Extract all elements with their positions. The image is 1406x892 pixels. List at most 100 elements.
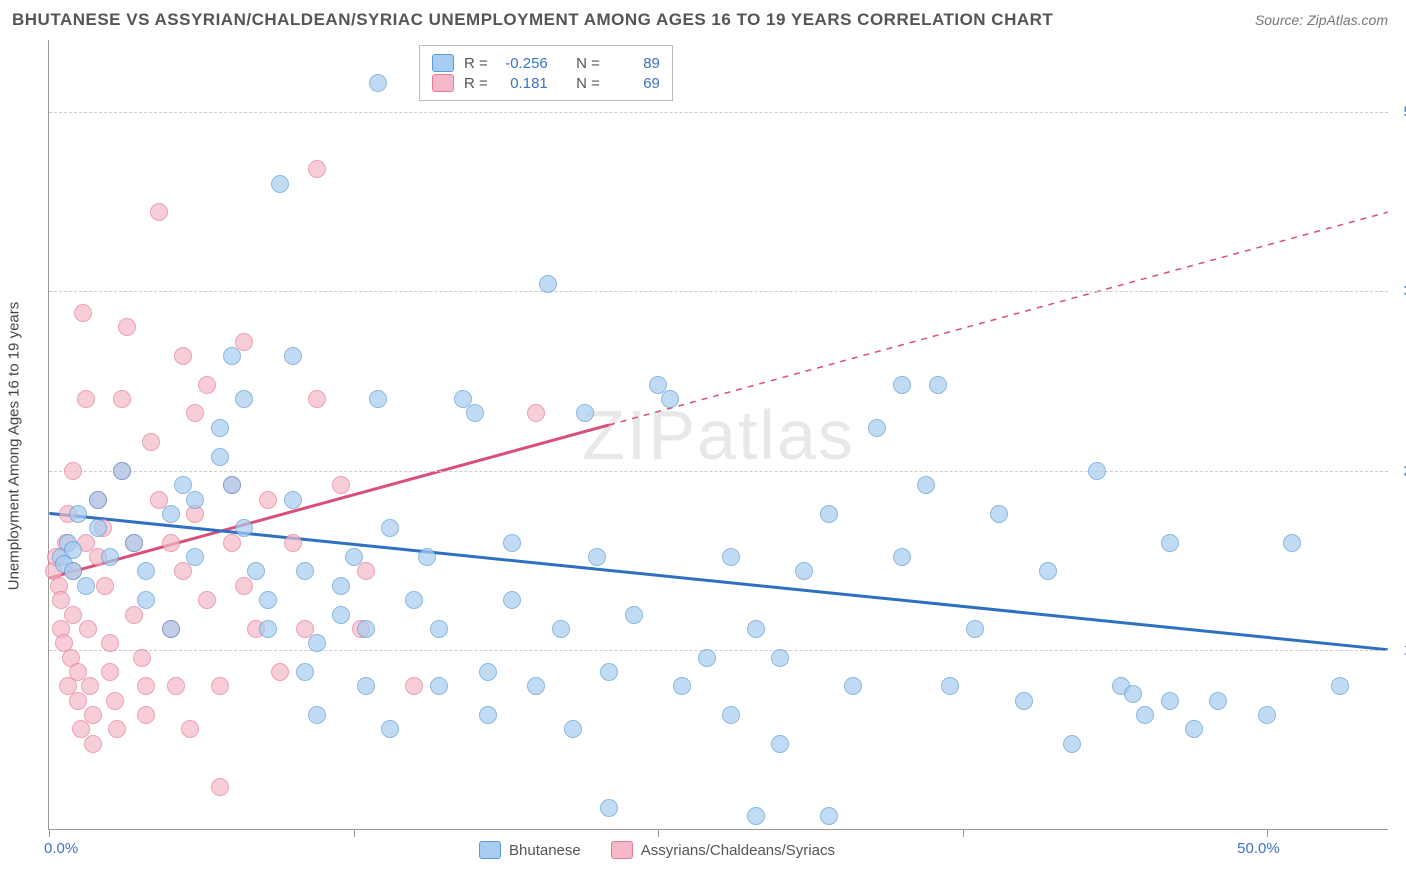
point-bhutanese	[125, 534, 143, 552]
point-assyrian	[101, 663, 119, 681]
legend-label-bhutanese: Bhutanese	[509, 842, 581, 859]
point-bhutanese	[405, 591, 423, 609]
point-bhutanese	[271, 175, 289, 193]
point-bhutanese	[479, 706, 497, 724]
point-bhutanese	[661, 390, 679, 408]
point-assyrian	[133, 649, 151, 667]
point-assyrian	[174, 562, 192, 580]
point-assyrian	[106, 692, 124, 710]
point-bhutanese	[332, 577, 350, 595]
bottom-legend: Bhutanese Assyrians/Chaldeans/Syriacs	[479, 841, 835, 859]
swatch-assyrian	[432, 74, 454, 92]
point-assyrian	[211, 778, 229, 796]
point-bhutanese	[844, 677, 862, 695]
point-bhutanese	[1161, 692, 1179, 710]
stat-r-label: R =	[464, 55, 488, 72]
stat-n-label: N =	[576, 55, 600, 72]
legend-item-bhutanese: Bhutanese	[479, 841, 581, 859]
regression-lines	[49, 40, 1388, 829]
point-bhutanese	[296, 663, 314, 681]
point-bhutanese	[771, 735, 789, 753]
point-bhutanese	[600, 799, 618, 817]
gridline	[49, 291, 1388, 292]
stat-r-assyrian: 0.181	[498, 75, 548, 92]
point-bhutanese	[795, 562, 813, 580]
point-bhutanese	[600, 663, 618, 681]
point-assyrian	[308, 160, 326, 178]
xtick	[1267, 829, 1268, 837]
point-bhutanese	[479, 663, 497, 681]
gridline	[49, 471, 1388, 472]
legend-item-assyrian: Assyrians/Chaldeans/Syriacs	[611, 841, 835, 859]
point-bhutanese	[369, 74, 387, 92]
point-bhutanese	[137, 591, 155, 609]
point-bhutanese	[235, 519, 253, 537]
point-bhutanese	[929, 376, 947, 394]
point-assyrian	[69, 692, 87, 710]
point-bhutanese	[747, 620, 765, 638]
point-bhutanese	[296, 562, 314, 580]
watermark-zip: ZIP	[582, 396, 697, 474]
point-assyrian	[64, 462, 82, 480]
point-bhutanese	[747, 807, 765, 825]
point-assyrian	[96, 577, 114, 595]
point-assyrian	[357, 562, 375, 580]
watermark-atlas: atlas	[697, 396, 855, 474]
point-assyrian	[211, 677, 229, 695]
point-bhutanese	[1124, 685, 1142, 703]
point-assyrian	[77, 390, 95, 408]
plot-area: ZIPatlas R = -0.256 N = 89 R = 0.181 N =…	[48, 40, 1388, 830]
xtick-label: 0.0%	[44, 840, 78, 857]
point-bhutanese	[588, 548, 606, 566]
point-bhutanese	[893, 548, 911, 566]
point-bhutanese	[186, 548, 204, 566]
swatch-assyrian-icon	[611, 841, 633, 859]
point-assyrian	[137, 677, 155, 695]
point-bhutanese	[722, 548, 740, 566]
point-bhutanese	[332, 606, 350, 624]
point-assyrian	[125, 606, 143, 624]
point-bhutanese	[1039, 562, 1057, 580]
point-bhutanese	[369, 390, 387, 408]
point-bhutanese	[186, 491, 204, 509]
stats-row-bhutanese: R = -0.256 N = 89	[432, 54, 660, 72]
point-bhutanese	[990, 505, 1008, 523]
point-assyrian	[108, 720, 126, 738]
point-assyrian	[223, 534, 241, 552]
point-assyrian	[405, 677, 423, 695]
point-bhutanese	[1283, 534, 1301, 552]
regression-solid	[49, 425, 609, 578]
stats-legend: R = -0.256 N = 89 R = 0.181 N = 69	[419, 45, 673, 101]
point-bhutanese	[223, 476, 241, 494]
point-assyrian	[527, 404, 545, 422]
point-bhutanese	[430, 677, 448, 695]
point-bhutanese	[576, 404, 594, 422]
point-assyrian	[198, 591, 216, 609]
watermark: ZIPatlas	[582, 395, 855, 475]
stat-r-bhutanese: -0.256	[498, 55, 548, 72]
point-bhutanese	[941, 677, 959, 695]
point-bhutanese	[430, 620, 448, 638]
swatch-bhutanese	[432, 54, 454, 72]
point-bhutanese	[698, 649, 716, 667]
point-bhutanese	[77, 577, 95, 595]
point-assyrian	[186, 404, 204, 422]
point-bhutanese	[308, 634, 326, 652]
point-bhutanese	[259, 591, 277, 609]
point-assyrian	[137, 706, 155, 724]
point-bhutanese	[235, 390, 253, 408]
point-bhutanese	[673, 677, 691, 695]
point-assyrian	[79, 620, 97, 638]
point-bhutanese	[1088, 462, 1106, 480]
point-bhutanese	[357, 677, 375, 695]
swatch-bhutanese-icon	[479, 841, 501, 859]
point-assyrian	[235, 333, 253, 351]
point-assyrian	[113, 390, 131, 408]
point-bhutanese	[1136, 706, 1154, 724]
point-bhutanese	[966, 620, 984, 638]
point-bhutanese	[917, 476, 935, 494]
xtick	[963, 829, 964, 837]
point-bhutanese	[820, 807, 838, 825]
point-bhutanese	[1258, 706, 1276, 724]
stat-n-bhutanese: 89	[610, 55, 660, 72]
